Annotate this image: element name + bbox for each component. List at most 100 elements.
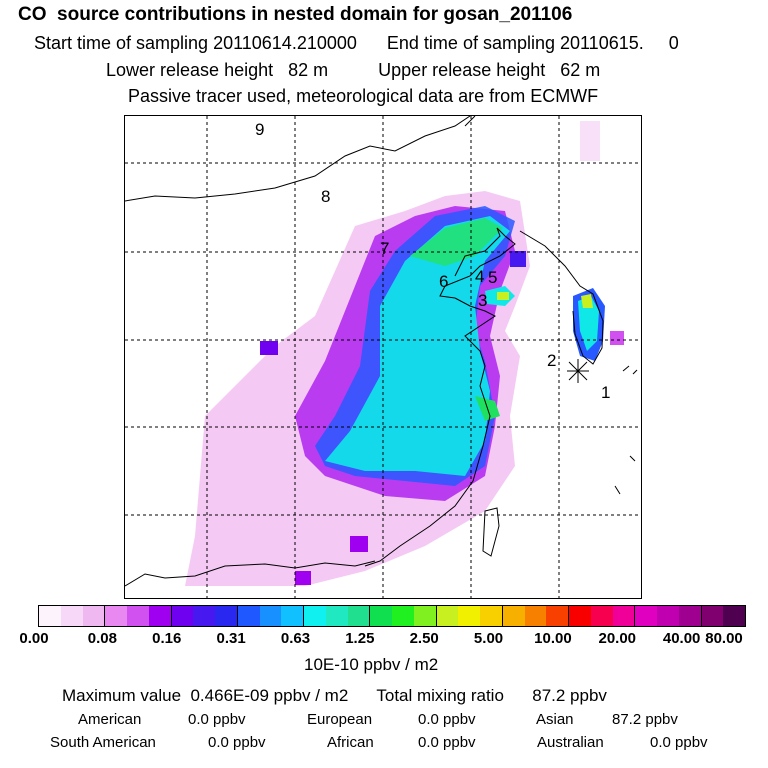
colorbar-swatch bbox=[392, 606, 414, 626]
colorbar-tick-label: 0.08 bbox=[87, 630, 117, 647]
colorbar-swatch bbox=[635, 606, 657, 626]
colorbar-tick-label: 80.00 bbox=[705, 630, 743, 647]
concentration-field bbox=[185, 121, 624, 586]
colorbar-tick-label: 40.00 bbox=[662, 630, 701, 647]
colorbar-swatch bbox=[524, 606, 547, 626]
colorbar-swatch bbox=[105, 606, 127, 626]
colorbar-swatch bbox=[458, 606, 480, 626]
map-panel: 1 2 3 4 5 6 7 8 9 bbox=[124, 115, 642, 599]
colorbar-swatch bbox=[723, 606, 745, 626]
colorbar-tick-label: 0.00 bbox=[19, 630, 49, 647]
tracer-note: Passive tracer used, meteorological data… bbox=[128, 86, 599, 106]
contribution-south-american-label: South American bbox=[50, 734, 156, 751]
coastline-east-china bbox=[364, 297, 496, 567]
colorbar-tick-label: 0.16 bbox=[152, 630, 182, 647]
total-mixing-ratio: Total mixing ratio 87.2 ppbv bbox=[376, 686, 607, 705]
region-label-4: 4 bbox=[475, 267, 484, 286]
coastline-bohai bbox=[439, 227, 516, 299]
colorbar-tick-label: 0.63 bbox=[280, 630, 311, 647]
contribution-australian-label: Australian bbox=[537, 734, 604, 751]
asterisk-station-icon bbox=[567, 359, 589, 383]
colorbar-swatch bbox=[370, 606, 392, 626]
maximum-value: Maximum value 0.466E-09 ppbv / m2 bbox=[62, 686, 349, 705]
small-blob-5 bbox=[580, 121, 600, 161]
sampling-start: Start time of sampling 20110614.210000 bbox=[34, 33, 357, 53]
graticule bbox=[125, 116, 641, 598]
small-blob-4 bbox=[295, 571, 311, 585]
contribution-south-american-value: 0.0 ppbv bbox=[208, 734, 266, 751]
colorbar-swatch bbox=[480, 606, 503, 626]
max-total-line: Maximum value 0.466E-09 ppbv / m2 Total … bbox=[62, 686, 607, 706]
contribution-african-value: 0.0 ppbv bbox=[418, 734, 476, 751]
colorbar-swatch bbox=[569, 606, 591, 626]
colorbar-swatch bbox=[215, 606, 238, 626]
region-label-9: 9 bbox=[255, 120, 264, 139]
colorbar-swatch bbox=[60, 606, 83, 626]
contribution-american-label: American bbox=[78, 711, 142, 728]
small-blob-6 bbox=[610, 331, 624, 345]
coastlines bbox=[125, 116, 638, 587]
contribution-european-label: European bbox=[307, 711, 373, 728]
korea-blob-cyan bbox=[578, 296, 599, 351]
korea-blob-yellow bbox=[581, 294, 593, 308]
colorbar-tick-label: 1.25 bbox=[345, 630, 375, 647]
colorbar-swatch bbox=[436, 606, 459, 626]
contribution-asian-label: Asian bbox=[536, 711, 574, 728]
small-blob-1 bbox=[510, 251, 526, 267]
colorbar-swatch bbox=[171, 606, 194, 626]
colorbar-swatch bbox=[193, 606, 215, 626]
colorbar-swatch bbox=[701, 606, 724, 626]
region-label-3: 3 bbox=[478, 291, 487, 310]
lower-release-height: Lower release height 82 m bbox=[106, 60, 329, 80]
colorbar-swatch bbox=[347, 606, 371, 626]
colorbar-swatch bbox=[678, 606, 702, 626]
small-blob-2 bbox=[260, 341, 278, 355]
colorbar-tick-label: 10.00 bbox=[534, 630, 572, 647]
colorbar-tick-label: 2.50 bbox=[409, 630, 439, 647]
colorbar-swatch bbox=[127, 606, 149, 626]
release-height-line: Lower release height 82 m Upper release … bbox=[106, 60, 600, 81]
colorbar-swatch bbox=[325, 606, 348, 626]
colorbar-swatch bbox=[281, 606, 304, 626]
colorbar-swatch bbox=[39, 606, 61, 626]
colorbar-swatch bbox=[259, 606, 282, 626]
plot-title: CO source contributions in nested domain… bbox=[18, 4, 573, 25]
japan-islands bbox=[614, 365, 638, 495]
sampling-end: End time of sampling 20110615. 0 bbox=[386, 33, 679, 53]
region-label-2: 2 bbox=[547, 351, 556, 370]
colorbar-swatch bbox=[237, 606, 260, 626]
region-label-6: 6 bbox=[439, 272, 448, 291]
small-blob-3 bbox=[350, 536, 368, 552]
colorbar-swatch bbox=[82, 606, 106, 626]
taiwan-coast bbox=[482, 507, 500, 557]
contribution-asian-value: 87.2 ppbv bbox=[612, 711, 678, 728]
coastline-north bbox=[125, 116, 471, 202]
colorbar-swatch bbox=[502, 606, 525, 626]
shandong-blob-yellow bbox=[497, 292, 509, 300]
contribution-african-label: African bbox=[327, 734, 374, 751]
region-label-1: 1 bbox=[601, 383, 610, 402]
plume-green bbox=[410, 218, 503, 266]
upper-release-height: Upper release height 62 m bbox=[378, 60, 601, 80]
colorbar-swatch bbox=[148, 606, 172, 626]
korea-coast bbox=[519, 230, 604, 365]
region-label-8: 8 bbox=[321, 187, 330, 206]
colorbar bbox=[38, 605, 746, 627]
region-label-7: 7 bbox=[380, 239, 389, 258]
colorbar-swatch bbox=[657, 606, 679, 626]
colorbar-tick-label: 0.31 bbox=[216, 630, 246, 647]
map-canvas: 1 2 3 4 5 6 7 8 9 bbox=[125, 116, 641, 598]
sampling-time-line: Start time of sampling 20110614.210000 E… bbox=[34, 33, 679, 54]
coastline-northeast bbox=[464, 116, 476, 127]
colorbar-units: 10E-10 ppbv / m2 bbox=[304, 655, 439, 674]
region-label-5: 5 bbox=[488, 268, 497, 287]
contribution-australian-value: 0.0 ppbv bbox=[650, 734, 708, 751]
colorbar-swatch bbox=[612, 606, 636, 626]
contribution-european-value: 0.0 ppbv bbox=[418, 711, 476, 728]
colorbar-swatch bbox=[413, 606, 437, 626]
colorbar-swatch bbox=[304, 606, 326, 626]
colorbar-swatch bbox=[590, 606, 613, 626]
colorbar-swatch bbox=[546, 606, 569, 626]
colorbar-tick-label: 5.00 bbox=[473, 630, 504, 647]
colorbar-tick-label: 20.00 bbox=[598, 630, 637, 647]
